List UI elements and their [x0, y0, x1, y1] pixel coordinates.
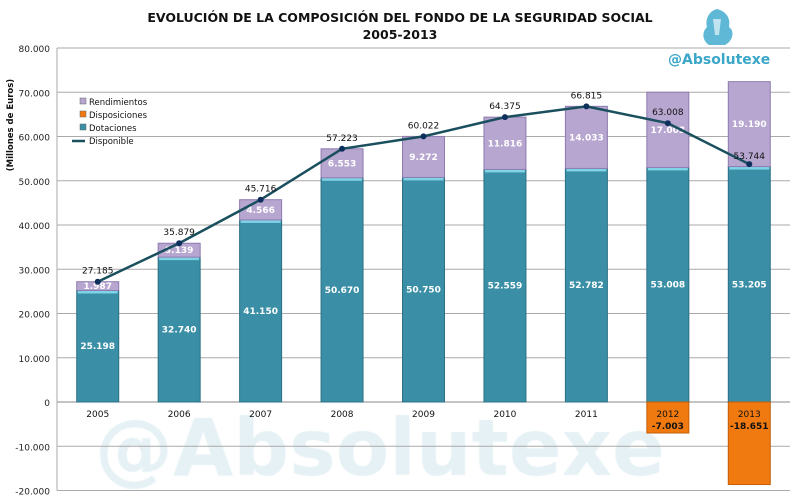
label-dotaciones: 53.008 [650, 281, 685, 291]
label-dotaciones: 52.782 [569, 281, 604, 291]
bar-dotaciones [646, 166, 690, 403]
y-tick-label: 80.000 [19, 45, 51, 55]
bar-dotaciones [727, 166, 771, 403]
bar-dotaciones-highlight [484, 169, 525, 173]
y-tick-label: 20.000 [19, 311, 51, 321]
label-rendimientos: 6.553 [328, 159, 356, 169]
bar-dotaciones [564, 167, 608, 403]
bar-dotaciones [483, 168, 527, 403]
label-disposiciones: -7.003 [652, 422, 684, 432]
chart-subtitle: 2005-2013 [362, 27, 438, 42]
label-dotaciones: 52.559 [488, 282, 523, 292]
label-dotaciones: 25.198 [80, 342, 115, 352]
y-axis-label: (Millones de Euros) [6, 79, 16, 172]
bar-dotaciones-highlight [159, 257, 200, 261]
y-tick-label: 70.000 [19, 89, 51, 99]
point-disponible [583, 103, 590, 110]
y-tick-label: 50.000 [19, 178, 51, 188]
label-disponible: 60.022 [408, 121, 440, 131]
point-disponible [176, 240, 183, 247]
y-tick-label: 40.000 [19, 222, 51, 232]
bar-rendimientos [320, 148, 364, 179]
bar-dotaciones-highlight [403, 177, 444, 181]
bar-dotaciones-highlight [322, 177, 363, 181]
label-rendimientos: 4.566 [246, 206, 274, 216]
bar-dotaciones-highlight [77, 290, 118, 294]
label-rendimientos: 3.139 [165, 246, 193, 256]
label-disponible: 53.744 [734, 152, 766, 162]
bar-dotaciones [157, 256, 201, 403]
bar-dotaciones-highlight [647, 167, 688, 171]
label-dotaciones: 50.670 [325, 286, 360, 296]
bar-dotaciones-highlight [240, 219, 281, 223]
label-dotaciones: 41.150 [243, 307, 278, 317]
bar-dotaciones [76, 289, 120, 403]
chart-title: EVOLUCIÓN DE LA COMPOSICIÓN DEL FONDO DE… [147, 10, 653, 25]
x-tick-label: 2009 [412, 410, 435, 420]
label-disponible: 64.375 [489, 102, 521, 112]
bar-dotaciones [239, 219, 283, 403]
label-disponible: 45.716 [245, 185, 277, 195]
point-disponible [420, 133, 427, 140]
label-rendimientos: 11.816 [488, 139, 523, 149]
eagle-logo-icon [703, 9, 733, 45]
bar-rendimientos [564, 105, 608, 169]
bar-disposiciones [727, 401, 771, 486]
bar-dotaciones [320, 177, 364, 403]
label-rendimientos: 1.987 [83, 282, 111, 292]
label-rendimientos: 17.003 [650, 126, 685, 136]
label-disposiciones: -18.651 [730, 422, 768, 432]
point-disponible [746, 161, 753, 168]
x-tick-label: 2013 [738, 410, 761, 420]
legend-label: Disposiciones [89, 111, 148, 121]
point-disponible [664, 120, 671, 127]
bar-dotaciones-highlight [729, 166, 770, 170]
brand-handle: @Absolutexe [668, 52, 771, 68]
x-tick-label: 2010 [493, 410, 516, 420]
label-dotaciones: 32.740 [162, 326, 197, 336]
legend-swatch [79, 97, 87, 105]
x-tick-label: 2012 [656, 410, 679, 420]
legend-swatch [79, 123, 87, 131]
legend-label: Dotaciones [89, 124, 137, 134]
y-tick-label: 10.000 [19, 355, 51, 365]
label-dotaciones: 53.205 [732, 280, 767, 290]
bar-rendimientos [483, 116, 527, 170]
y-tick-label: -10.000 [15, 443, 50, 453]
legend-swatch [79, 110, 87, 118]
label-rendimientos: 19.190 [732, 120, 767, 130]
x-tick-label: 2005 [86, 410, 109, 420]
y-tick-label: 60.000 [19, 134, 51, 144]
x-tick-label: 2008 [331, 410, 354, 420]
label-disponible: 27.185 [82, 267, 114, 277]
x-tick-label: 2007 [249, 410, 272, 420]
legend-label: Disponible [89, 137, 134, 147]
bar-rendimientos [727, 81, 771, 168]
point-disponible [339, 145, 346, 152]
label-dotaciones: 50.750 [406, 286, 441, 296]
label-disponible: 66.815 [571, 91, 603, 101]
y-tick-label: -20.000 [15, 488, 50, 498]
label-rendimientos: 14.033 [569, 133, 604, 143]
label-disponible: 63.008 [652, 108, 684, 118]
y-tick-label: 0 [44, 399, 50, 409]
x-tick-label: 2011 [575, 410, 598, 420]
bar-dotaciones [402, 176, 445, 403]
bar-disposiciones [646, 401, 690, 434]
point-disponible [94, 278, 101, 285]
point-disponible [501, 114, 508, 121]
label-disponible: 57.223 [326, 134, 358, 144]
point-disponible [257, 196, 264, 203]
label-rendimientos: 9.272 [409, 153, 437, 163]
bar-dotaciones-highlight [566, 168, 607, 172]
y-tick-label: 30.000 [19, 266, 51, 276]
label-disponible: 35.879 [163, 228, 195, 238]
legend-label: Rendimientos [89, 98, 148, 108]
x-tick-label: 2006 [168, 410, 191, 420]
